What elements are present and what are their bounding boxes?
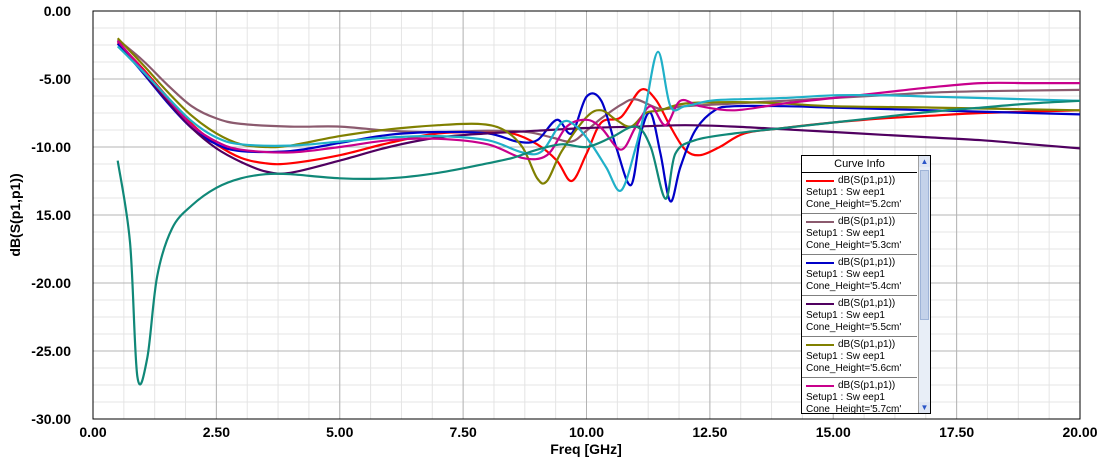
scroll-down-icon[interactable]: ▼: [919, 402, 930, 413]
legend-setup: Setup1 : Sw eep1: [806, 310, 885, 321]
legend-series-name: dB(S(p1,p1)): [838, 339, 896, 350]
legend-setup: Setup1 : Sw eep1: [806, 269, 885, 280]
legend-swatch: [806, 385, 834, 387]
y-axis-label: dB(S(p1,p1)): [7, 173, 23, 256]
legend-entry[interactable]: dB(S(p1,p1)) Setup1 : Sw eep1 Cone_Height=…: [802, 214, 917, 255]
legend-series-name: dB(S(p1,p1)): [838, 380, 896, 391]
legend-scrollbar[interactable]: ▲ ▼: [918, 156, 930, 413]
y-tick-label: 15.00: [36, 207, 71, 223]
legend-entry[interactable]: dB(S(p1,p1)) Setup1 : Sw eep1 Cone_Height=…: [802, 378, 917, 414]
y-tick-label: -25.00: [31, 343, 71, 359]
y-tick-label: -5.00: [39, 71, 71, 87]
scroll-up-icon[interactable]: ▲: [919, 156, 930, 167]
legend-setup: Setup1 : Sw eep1: [806, 351, 885, 362]
legend-param: Cone_Height='5.5cm': [806, 322, 902, 333]
x-tick-labels: 0.00 2.50 5.00 7.50 10.00 12.50 15.00 17.50 20.0…: [79, 424, 1097, 440]
legend-title: Curve Info: [802, 156, 917, 173]
series-lines: [116, 37, 1081, 386]
x-tick-label: 7.50: [450, 424, 477, 440]
x-tick-label: 15.00: [816, 424, 851, 440]
legend-param: Cone_Height='5.4cm': [806, 281, 902, 292]
legend-setup: Setup1 : Sw eep1: [806, 228, 885, 239]
series-line-8: [116, 99, 1081, 386]
legend-param: Cone_Height='5.7cm': [806, 404, 902, 414]
y-tick-labels: 0.00 -5.00 -10.00 15.00 -20.00 -25.00 -30.00: [31, 3, 71, 427]
x-tick-label: 17.50: [939, 424, 974, 440]
y-tick-label: -10.00: [31, 139, 71, 155]
x-tick-label: 0.00: [79, 424, 106, 440]
legend-setup: Setup1 : Sw eep1: [806, 392, 885, 403]
legend-entry[interactable]: dB(S(p1,p1)) Setup1 : Sw eep1 Cone_Height=…: [802, 337, 917, 378]
legend-entry[interactable]: dB(S(p1,p1)) Setup1 : Sw eep1 Cone_Height=…: [802, 296, 917, 337]
legend-swatch: [806, 303, 834, 305]
legend-param: Cone_Height='5.2cm': [806, 199, 902, 210]
legend-series-name: dB(S(p1,p1)): [838, 216, 896, 227]
legend-entry[interactable]: dB(S(p1,p1)) Setup1 : Sw eep1 Cone_Height=…: [802, 173, 917, 214]
legend-swatch: [806, 344, 834, 346]
legend-series-name: dB(S(p1,p1)): [838, 175, 896, 186]
legend-swatch: [806, 221, 834, 223]
curve-info-legend[interactable]: Curve Info dB(S(p1,p1)) Setup1 : Sw eep1 C…: [801, 155, 931, 414]
legend-series-name: dB(S(p1,p1)): [838, 257, 896, 268]
legend-entry[interactable]: dB(S(p1,p1)) Setup1 : Sw eep1 Cone_Height=…: [802, 255, 917, 296]
x-tick-label: 20.00: [1062, 424, 1097, 440]
series-line-6: [116, 40, 1080, 161]
plot-border: [92, 10, 1081, 420]
legend-param: Cone_Height='5.6cm': [806, 363, 902, 374]
legend-param: Cone_Height='5.3cm': [806, 240, 902, 251]
series-line-3: [116, 42, 1081, 203]
x-tick-label: 10.00: [569, 424, 604, 440]
series-line-4: [116, 40, 1081, 175]
x-tick-label: 5.00: [326, 424, 353, 440]
legend-swatch: [806, 262, 834, 264]
y-tick-label: 0.00: [44, 3, 71, 19]
series-line-7: [116, 45, 1081, 192]
legend-setup: Setup1 : Sw eep1: [806, 187, 885, 198]
x-tick-label: 12.50: [692, 424, 727, 440]
legend-swatch: [806, 180, 834, 182]
x-tick-label: 2.50: [203, 424, 230, 440]
scroll-thumb[interactable]: [920, 170, 929, 320]
x-axis-label: Freq [GHz]: [550, 441, 622, 457]
legend-series-name: dB(S(p1,p1)): [838, 298, 896, 309]
y-tick-label: -20.00: [31, 275, 71, 291]
legend-list: dB(S(p1,p1)) Setup1 : Sw eep1 Cone_Height=…: [802, 173, 917, 414]
y-tick-label: -30.00: [31, 411, 71, 427]
